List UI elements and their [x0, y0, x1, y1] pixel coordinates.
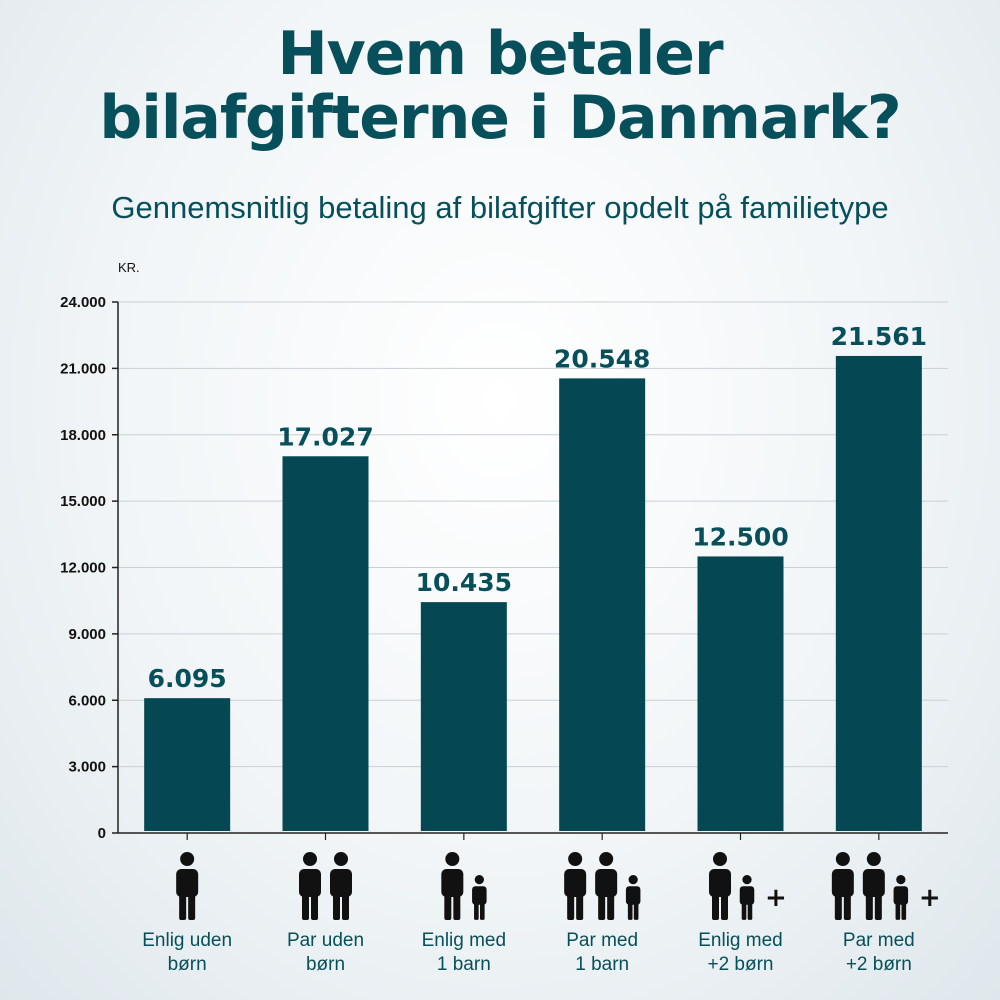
category-label-line: 1 barn	[575, 954, 630, 975]
category-label: Par med 1 barn	[527, 929, 677, 977]
bar	[282, 456, 369, 831]
title-line-2: bilafgifterne i Danmark?	[99, 83, 901, 153]
bar-value-label: 6.095	[148, 664, 227, 693]
adult-person-icon	[595, 852, 618, 920]
bar	[697, 556, 784, 831]
category-label: Enlig med 1 barn	[389, 929, 539, 977]
child-person-icon	[739, 875, 755, 920]
category-label-line: Enlig med	[698, 930, 783, 951]
chart-title: Hvem betaler bilafgifterne i Danmark?	[0, 22, 1000, 150]
child-person-icon	[893, 875, 909, 920]
category-label: Par uden børn	[251, 929, 401, 977]
category-label: Enlig med +2 børn	[666, 929, 816, 977]
category-label-line: børn	[167, 954, 207, 975]
bar-value-label: 20.548	[554, 344, 650, 373]
bar-value-label: 12.500	[692, 522, 788, 551]
adult-person-icon	[176, 852, 199, 920]
y-tick-label: 3.000	[68, 759, 106, 776]
category-label-line: +2 børn	[707, 954, 774, 975]
category-label-line: børn	[305, 954, 346, 975]
child-person-icon	[472, 875, 487, 920]
bar	[835, 355, 922, 831]
bar-value-label: 21.561	[831, 322, 927, 351]
bar	[559, 378, 646, 831]
adult-person-icon	[564, 852, 587, 920]
y-unit-label: KR.	[118, 260, 140, 275]
y-tick-label: 18.000	[60, 427, 106, 444]
y-tick-label: 9.000	[68, 626, 106, 643]
y-tick-label: 21.000	[60, 360, 106, 377]
y-tick-label: 6.000	[68, 692, 106, 709]
category-label-line: +2 børn	[845, 954, 912, 975]
category-label-line: Par uden	[286, 930, 365, 951]
child-person-icon	[625, 875, 641, 920]
category-label: Par med +2 børn	[804, 929, 954, 977]
category-label-line: 1 barn	[436, 954, 491, 975]
chart-subtitle: Gennemsnitlig betaling af bilafgifter op…	[111, 190, 889, 225]
adult-person-icon	[330, 852, 352, 920]
y-tick-label: 24.000	[60, 294, 106, 311]
title-line-1: Hvem betaler	[277, 19, 723, 89]
bar	[420, 602, 507, 831]
bar	[144, 698, 231, 831]
bar-value-label: 10.435	[416, 568, 512, 597]
adult-person-icon	[709, 852, 731, 920]
category-label-line: Enlig uden	[142, 930, 233, 951]
adult-person-icon	[441, 852, 464, 920]
category-label-line: Par med	[566, 930, 639, 951]
category-label-line: Enlig med	[421, 930, 507, 951]
y-tick-label: 0	[98, 825, 106, 842]
plus-icon: +	[919, 883, 941, 913]
plus-icon: +	[765, 883, 787, 913]
adult-person-icon	[299, 852, 321, 920]
adult-person-icon	[862, 852, 885, 920]
adult-person-icon	[831, 852, 854, 920]
category-label-line: Par med	[842, 930, 915, 951]
y-tick-label: 12.000	[60, 560, 106, 577]
y-tick-label: 15.000	[60, 493, 106, 510]
bar-value-label: 17.027	[277, 422, 373, 451]
category-label: Enlig uden børn	[112, 929, 262, 977]
